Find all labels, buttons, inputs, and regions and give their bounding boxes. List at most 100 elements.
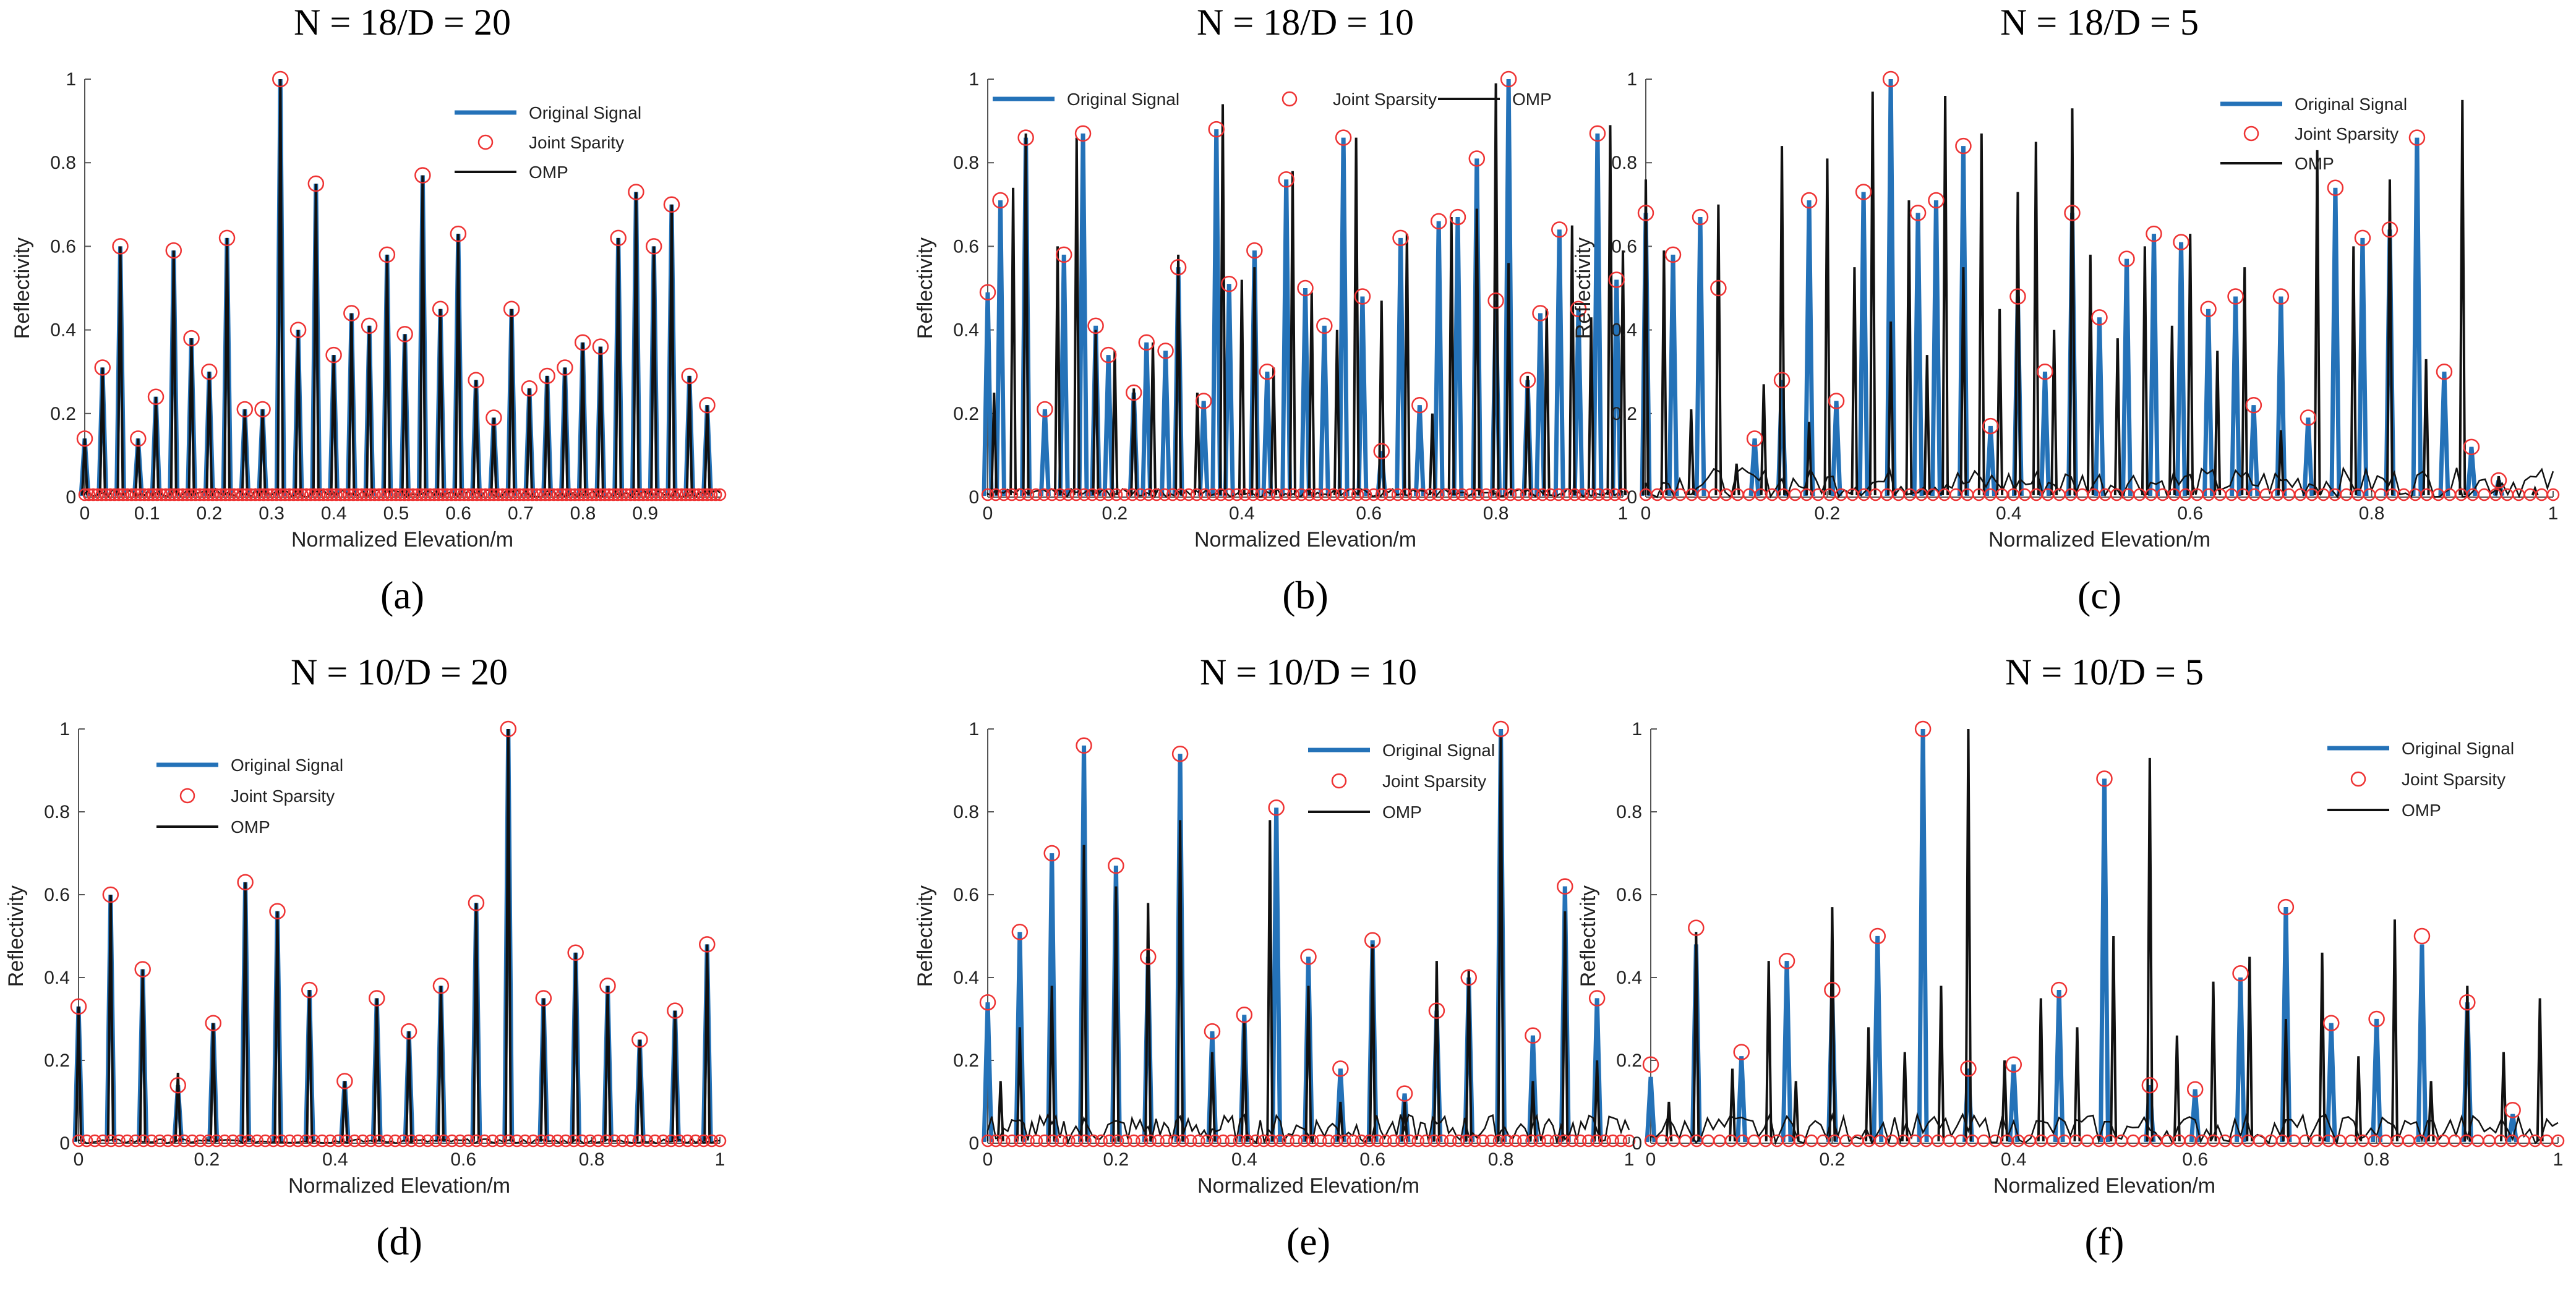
omp-spike xyxy=(366,325,374,496)
omp-spike xyxy=(1765,961,1773,1142)
original-signal-spike xyxy=(2235,977,2247,1143)
omp-spike xyxy=(996,1081,1004,1142)
original-signal-spike xyxy=(1280,179,1293,496)
joint-sparsity-zero-marker xyxy=(219,488,232,501)
x-tick-label: 0.4 xyxy=(321,503,347,524)
x-tick-label: 0.2 xyxy=(194,1149,220,1170)
joint-sparsity-marker xyxy=(500,720,517,738)
chart-panel-3: N = 10/D = 20 0 0.2 0.4 0.6 0.8 1 0 0.2 0.4 0.6 0.8… xyxy=(4,652,727,1263)
joint-sparsity-marker xyxy=(1500,70,1517,88)
joint-sparsity-zero-marker xyxy=(673,1134,686,1148)
joint-sparsity-zero-marker xyxy=(429,1134,442,1148)
y-tick-label: 1 xyxy=(59,719,70,739)
joint-sparsity-zero-marker xyxy=(351,488,364,501)
legend: Original Signal Joint Sparity OMP xyxy=(455,103,641,182)
omp-spike xyxy=(405,1031,413,1142)
y-tick-label: 0.4 xyxy=(44,968,70,988)
joint-sparsity-zero-marker xyxy=(113,1134,126,1148)
joint-sparsity-zero-marker xyxy=(1294,488,1308,501)
joint-sparsity-zero-marker xyxy=(159,488,173,501)
joint-sparsity-zero-marker xyxy=(112,488,126,501)
joint-sparsity-zero-marker xyxy=(287,488,300,501)
joint-sparsity-zero-marker xyxy=(296,488,309,501)
omp-spike xyxy=(1732,463,1740,496)
joint-sparsity-zero-marker xyxy=(591,1134,605,1148)
x-tick-label: 0.4 xyxy=(1996,503,2022,524)
omp-spike xyxy=(312,183,320,496)
x-tick-label: 0.8 xyxy=(2359,503,2385,524)
original-signal-spike xyxy=(2175,242,2188,496)
joint-sparsity-marker xyxy=(599,978,616,994)
joint-sparsity-zero-marker xyxy=(624,488,637,501)
joint-sparsity-zero-marker xyxy=(364,1134,377,1148)
original-signal-spike xyxy=(1337,137,1350,496)
omp-spike xyxy=(1905,200,1913,496)
omp-spike xyxy=(1009,187,1017,496)
legend-swatch-joint-sparsity xyxy=(2243,126,2259,142)
joint-sparsity-zero-marker xyxy=(1037,488,1051,501)
joint-sparsity-marker xyxy=(147,388,165,406)
joint-sparsity-zero-marker xyxy=(186,1134,199,1148)
joint-sparsity-zero-marker xyxy=(1233,1134,1246,1148)
chart-title: N = 10/D = 5 xyxy=(2005,652,2204,692)
legend-label: Joint Sparity xyxy=(529,133,624,152)
joint-sparsity-marker xyxy=(301,981,318,999)
joint-sparsity-zero-marker xyxy=(607,488,620,501)
joint-sparsity-zero-marker xyxy=(534,488,547,501)
original-signal-spike xyxy=(1452,217,1464,496)
x-tick-label: 1 xyxy=(715,1149,725,1170)
legend-label: Joint Sparsity xyxy=(1382,772,1486,791)
joint-sparsity-marker xyxy=(699,397,716,414)
omp-spike xyxy=(2050,330,2058,496)
joint-sparsity-marker xyxy=(2459,994,2476,1011)
joint-sparsity-zero-marker xyxy=(683,488,697,501)
joint-sparsity-zero-marker xyxy=(598,488,612,501)
joint-sparsity-marker xyxy=(1221,275,1238,292)
omp-spike xyxy=(169,250,178,496)
joint-sparsity-zero-marker xyxy=(1439,488,1453,501)
joint-sparsity-zero-marker xyxy=(223,488,236,501)
y-tick-label: 0.4 xyxy=(1616,968,1642,988)
joint-sparsity-zero-marker xyxy=(585,488,599,501)
joint-sparsity-marker xyxy=(2227,288,2244,305)
omp-spike xyxy=(1053,246,1061,496)
joint-sparsity-zero-marker xyxy=(125,488,139,501)
joint-sparsity-zero-marker xyxy=(1241,1134,1254,1148)
y-tick-label: 0 xyxy=(969,487,979,508)
joint-sparsity-marker xyxy=(1733,1044,1750,1060)
joint-sparsity-marker xyxy=(1519,372,1536,388)
legend-label: OMP xyxy=(2295,154,2334,173)
joint-sparsity-zero-marker xyxy=(1387,1134,1400,1148)
original-signal-spike xyxy=(1261,372,1273,496)
joint-sparsity-marker xyxy=(307,175,325,192)
joint-sparsity-marker xyxy=(1928,192,1945,209)
x-tick-label: 0.6 xyxy=(2182,1149,2208,1170)
joint-sparsity-zero-marker xyxy=(568,488,581,501)
joint-sparsity-zero-marker xyxy=(348,1134,361,1148)
joint-sparsity-zero-marker xyxy=(1022,1134,1035,1148)
joint-sparsity-zero-marker xyxy=(1126,488,1139,501)
joint-sparsity-marker xyxy=(1100,346,1117,364)
omp-spike xyxy=(2032,142,2040,496)
omp-spike xyxy=(116,246,124,496)
omp-spike xyxy=(1561,911,1569,1142)
omp-baseline-noise xyxy=(1645,466,2554,500)
omp-spike xyxy=(1523,375,1531,496)
joint-sparsity-zero-marker xyxy=(564,488,578,501)
joint-sparsity-marker xyxy=(1259,363,1276,380)
joint-sparsity-zero-marker xyxy=(611,488,624,501)
joint-sparsity-zero-marker xyxy=(96,1134,109,1148)
joint-sparsity-zero-marker xyxy=(1335,488,1348,501)
original-signal-spike xyxy=(1432,221,1445,496)
joint-sparsity-marker xyxy=(361,317,378,334)
joint-sparsity-zero-marker xyxy=(380,1134,394,1148)
joint-sparsity-zero-marker xyxy=(1484,1134,1498,1148)
omp-spike xyxy=(2110,935,2118,1142)
omp-spike xyxy=(1112,886,1120,1142)
joint-sparsity-zero-marker xyxy=(483,488,497,501)
omp-spike xyxy=(1977,133,1985,496)
joint-sparsity-marker xyxy=(1246,242,1263,259)
joint-sparsity-marker xyxy=(2490,472,2507,489)
joint-sparsity-zero-marker xyxy=(1598,1134,1611,1148)
x-tick-label: 0.4 xyxy=(322,1149,348,1170)
